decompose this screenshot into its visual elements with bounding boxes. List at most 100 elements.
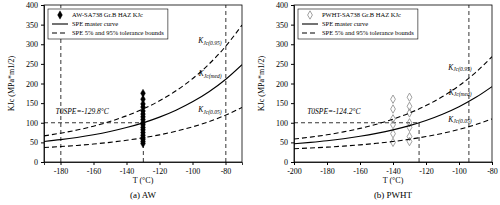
tick-mark	[459, 162, 460, 165]
plot-frame	[294, 5, 492, 162]
tick-label: -80	[221, 167, 232, 176]
caption: (b) PWHT	[374, 190, 413, 200]
tick: 400	[276, 1, 294, 10]
legend-swatch	[302, 32, 318, 33]
tick-mark	[291, 123, 294, 124]
data-point	[391, 115, 396, 123]
curve-label: KJc(0.95)	[447, 63, 471, 74]
tick: -140	[120, 162, 135, 176]
curve-label: KJc(med)	[198, 69, 222, 80]
tick-mark	[41, 123, 44, 124]
tick: -160	[353, 162, 368, 176]
legend-swatch	[52, 23, 68, 24]
data-point	[407, 109, 412, 117]
legend-box	[48, 9, 168, 39]
y-axis: 050100150200250300350400	[26, 1, 45, 167]
legend-label: SPE 5% and 95% tolerance bounds	[322, 29, 414, 36]
tick-label: -140	[120, 167, 135, 176]
curve-label: KJc(0.05)	[447, 115, 471, 126]
tick-mark	[291, 64, 294, 65]
tick-label: 250	[276, 60, 288, 69]
data-point	[141, 139, 146, 147]
tick-mark	[291, 84, 294, 85]
legend-label: SPE master curve	[72, 20, 118, 27]
tick: -180	[54, 162, 69, 176]
data-point	[407, 137, 412, 145]
tick: -160	[87, 162, 102, 176]
tick: 150	[26, 99, 44, 108]
legend-swatch	[58, 11, 63, 19]
tick: -140	[386, 162, 401, 176]
axis-line	[41, 6, 45, 163]
x-axis-title: T (°C)	[383, 176, 404, 185]
tick: 50	[280, 138, 294, 147]
legend-swatch	[308, 11, 313, 19]
tick: 300	[26, 40, 44, 49]
tick-label: 200	[26, 80, 38, 89]
tick-label: 400	[26, 1, 38, 10]
data-point	[407, 93, 412, 101]
tick-label: 300	[276, 40, 288, 49]
data-point	[407, 123, 412, 131]
tick-mark	[393, 162, 394, 165]
y-axis-title: KJc (MPa*m1/2)	[257, 56, 266, 112]
tick-mark	[327, 162, 328, 165]
reference-line	[44, 122, 143, 123]
legend: PWHT-SA738 Gr.B HAZ KJcSPE master curveS…	[298, 9, 418, 39]
legend-swatch	[302, 23, 318, 24]
tick-mark	[291, 142, 294, 143]
panel: -180-160-140-120-100-8005010015020025030…	[7, 1, 243, 200]
tick-label: 200	[276, 80, 288, 89]
series-line	[294, 57, 492, 139]
tick-mark	[193, 162, 194, 165]
tick: 400	[26, 1, 44, 10]
tick: 50	[30, 138, 44, 147]
tick: 200	[26, 80, 44, 89]
tick-mark	[492, 162, 493, 165]
x-axis: -200-180-160-140-120-100-80	[287, 162, 498, 176]
panel: -200-180-160-140-120-100-800501001502002…	[257, 1, 498, 200]
tick-label: -180	[54, 167, 69, 176]
tick: -120	[419, 162, 434, 176]
tick-mark	[291, 5, 294, 6]
series-line	[44, 107, 242, 147]
curve-label: KJc(0.05)	[197, 105, 221, 116]
legend-swatch	[52, 32, 68, 33]
series-line	[44, 25, 242, 136]
annotation: T0SPE=-129.8°C	[56, 107, 110, 116]
tick: 250	[276, 60, 294, 69]
x-axis: -180-160-140-120-100-80	[45, 162, 243, 176]
tick-mark	[426, 162, 427, 165]
tick-label: -100	[186, 167, 201, 176]
data-point	[391, 95, 396, 103]
series-line	[294, 119, 492, 149]
axis-line	[295, 163, 493, 166]
tick-label: -120	[419, 167, 434, 176]
tick-label: 350	[26, 21, 38, 30]
reference-line	[468, 5, 469, 162]
series-line	[44, 65, 242, 142]
tick: 350	[276, 21, 294, 30]
annotation: T0SPE=-124.2°C	[307, 107, 361, 116]
tick-mark	[291, 103, 294, 104]
tick-mark	[291, 44, 294, 45]
tick: -100	[452, 162, 467, 176]
tick: -80	[221, 162, 232, 176]
plot-area	[44, 5, 242, 162]
tick-label: 50	[30, 138, 38, 147]
tick-label: -80	[487, 167, 498, 176]
tick: 350	[26, 21, 44, 30]
data-point	[391, 105, 396, 113]
tick-label: 400	[276, 1, 288, 10]
legend-label: PWHT-SA738 Gr.B HAZ KJc	[322, 11, 401, 18]
tick: 250	[26, 60, 44, 69]
tick: 0	[284, 158, 294, 167]
tick-mark	[127, 162, 128, 165]
tick: -200	[287, 162, 302, 176]
tick-label: 0	[284, 158, 288, 167]
data-point	[391, 138, 396, 146]
tick-mark	[41, 162, 44, 163]
curve-label: KJc(0.95)	[197, 36, 221, 47]
data-point	[391, 121, 396, 129]
tick-label: 150	[26, 99, 38, 108]
